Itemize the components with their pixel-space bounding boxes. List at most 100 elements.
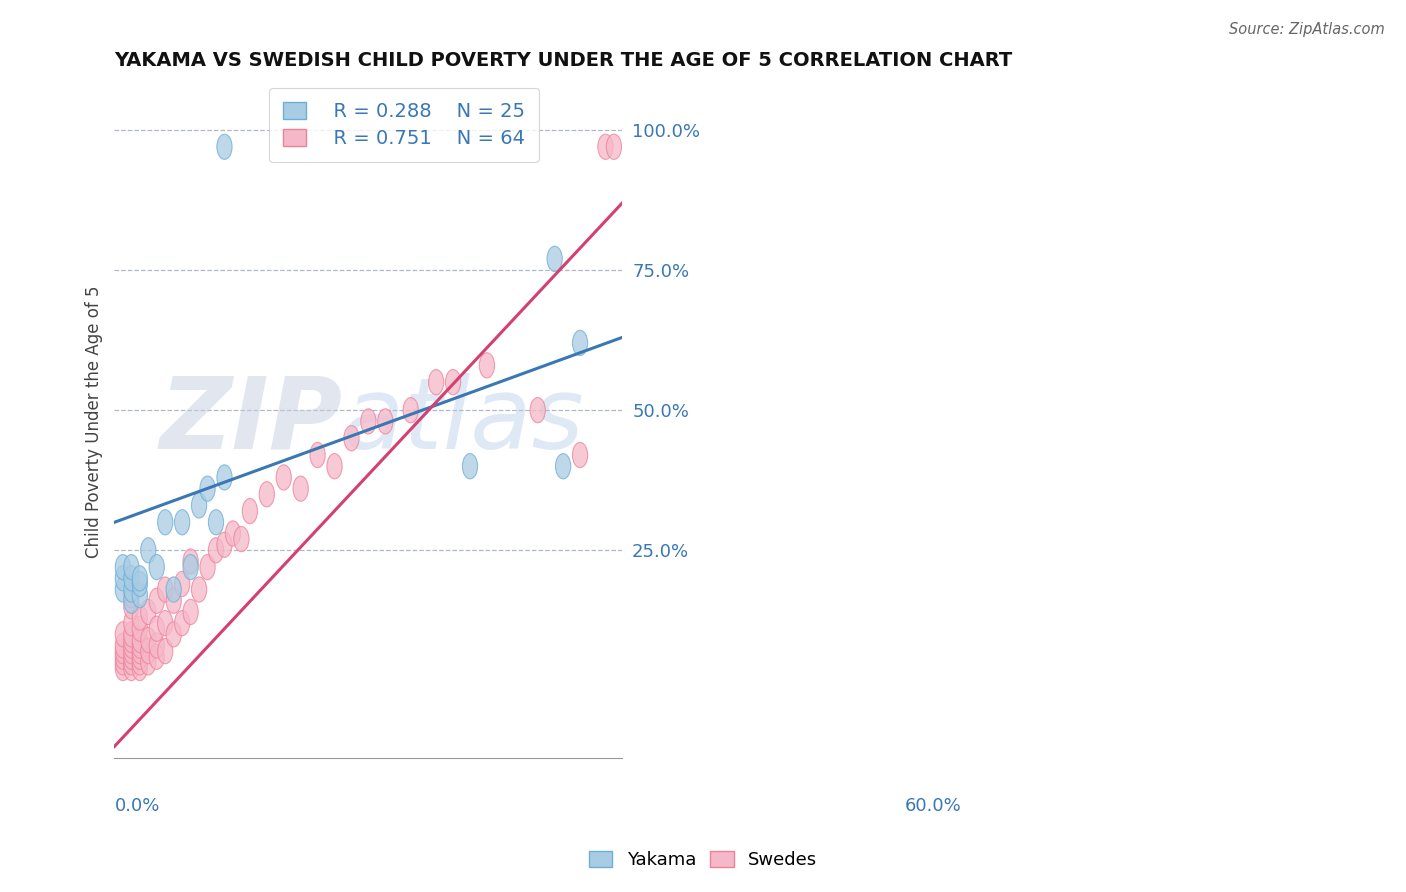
Ellipse shape [149, 588, 165, 614]
Point [172, 577, 194, 591]
Ellipse shape [233, 526, 249, 552]
Ellipse shape [191, 493, 207, 518]
Point [180, 554, 202, 568]
Ellipse shape [166, 588, 181, 614]
Point [120, 571, 142, 585]
Ellipse shape [124, 566, 139, 591]
Ellipse shape [124, 555, 139, 580]
Ellipse shape [124, 610, 139, 636]
Point [307, 448, 329, 462]
Ellipse shape [132, 639, 148, 664]
Point [145, 593, 167, 607]
Ellipse shape [124, 639, 139, 664]
Point [128, 656, 150, 670]
Point [120, 588, 142, 602]
Point [128, 632, 150, 647]
Legend: Yakama, Swedes: Yakama, Swedes [579, 842, 827, 879]
Ellipse shape [124, 622, 139, 647]
Point [120, 599, 142, 614]
Point [111, 627, 134, 641]
Ellipse shape [309, 442, 325, 467]
Point [458, 459, 481, 474]
Ellipse shape [208, 509, 224, 535]
Point [128, 644, 150, 658]
Point [120, 560, 142, 574]
Point [120, 639, 142, 653]
Point [111, 656, 134, 670]
Ellipse shape [132, 633, 148, 658]
Point [374, 414, 396, 428]
Ellipse shape [572, 330, 588, 356]
Point [145, 649, 167, 664]
Ellipse shape [200, 555, 215, 580]
Text: Source: ZipAtlas.com: Source: ZipAtlas.com [1229, 22, 1385, 37]
Text: 0.0%: 0.0% [114, 797, 160, 814]
Point [120, 632, 142, 647]
Ellipse shape [124, 588, 139, 614]
Ellipse shape [166, 622, 181, 647]
Point [163, 593, 186, 607]
Point [111, 639, 134, 653]
Point [120, 593, 142, 607]
Point [188, 499, 211, 513]
Point [128, 610, 150, 624]
Point [145, 560, 167, 574]
Point [197, 482, 219, 496]
Point [543, 252, 565, 266]
Ellipse shape [132, 566, 148, 591]
Ellipse shape [141, 538, 156, 563]
Point [222, 526, 245, 541]
Point [180, 560, 202, 574]
Ellipse shape [124, 649, 139, 675]
Ellipse shape [479, 352, 495, 378]
Ellipse shape [149, 633, 165, 658]
Ellipse shape [225, 521, 240, 546]
Ellipse shape [124, 594, 139, 619]
Ellipse shape [157, 639, 173, 664]
Ellipse shape [149, 555, 165, 580]
Text: atlas: atlas [343, 373, 585, 470]
Point [475, 359, 498, 373]
Point [197, 560, 219, 574]
Ellipse shape [141, 627, 156, 653]
Ellipse shape [404, 398, 419, 423]
Point [214, 140, 236, 154]
Point [111, 571, 134, 585]
Point [128, 639, 150, 653]
Ellipse shape [157, 577, 173, 602]
Ellipse shape [572, 442, 588, 467]
Ellipse shape [124, 627, 139, 653]
Point [136, 644, 159, 658]
Ellipse shape [200, 476, 215, 501]
Point [239, 504, 262, 518]
Ellipse shape [242, 499, 257, 524]
Ellipse shape [174, 571, 190, 597]
Ellipse shape [124, 656, 139, 681]
Ellipse shape [217, 134, 232, 160]
Ellipse shape [132, 649, 148, 675]
Ellipse shape [429, 369, 444, 395]
Ellipse shape [157, 509, 173, 535]
Point [128, 649, 150, 664]
Point [163, 627, 186, 641]
Point [128, 588, 150, 602]
Ellipse shape [191, 577, 207, 602]
Ellipse shape [149, 616, 165, 641]
Point [155, 616, 177, 631]
Ellipse shape [132, 656, 148, 681]
Ellipse shape [115, 644, 131, 669]
Point [441, 375, 464, 389]
Ellipse shape [115, 639, 131, 664]
Point [273, 470, 295, 484]
Point [136, 632, 159, 647]
Ellipse shape [149, 644, 165, 669]
Point [205, 516, 228, 530]
Ellipse shape [530, 398, 546, 423]
Ellipse shape [183, 599, 198, 624]
Ellipse shape [141, 649, 156, 675]
Text: ZIP: ZIP [160, 373, 343, 470]
Point [231, 532, 253, 546]
Ellipse shape [276, 465, 291, 490]
Point [128, 577, 150, 591]
Point [145, 622, 167, 636]
